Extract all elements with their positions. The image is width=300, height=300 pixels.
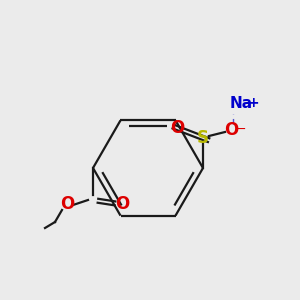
Text: S: S — [197, 129, 209, 147]
Text: O: O — [115, 195, 129, 213]
Text: O: O — [60, 195, 74, 213]
Text: −: − — [236, 122, 246, 136]
Text: O: O — [224, 121, 238, 139]
Text: +: + — [247, 96, 259, 110]
Text: Na: Na — [230, 97, 253, 112]
Text: O: O — [170, 119, 184, 137]
